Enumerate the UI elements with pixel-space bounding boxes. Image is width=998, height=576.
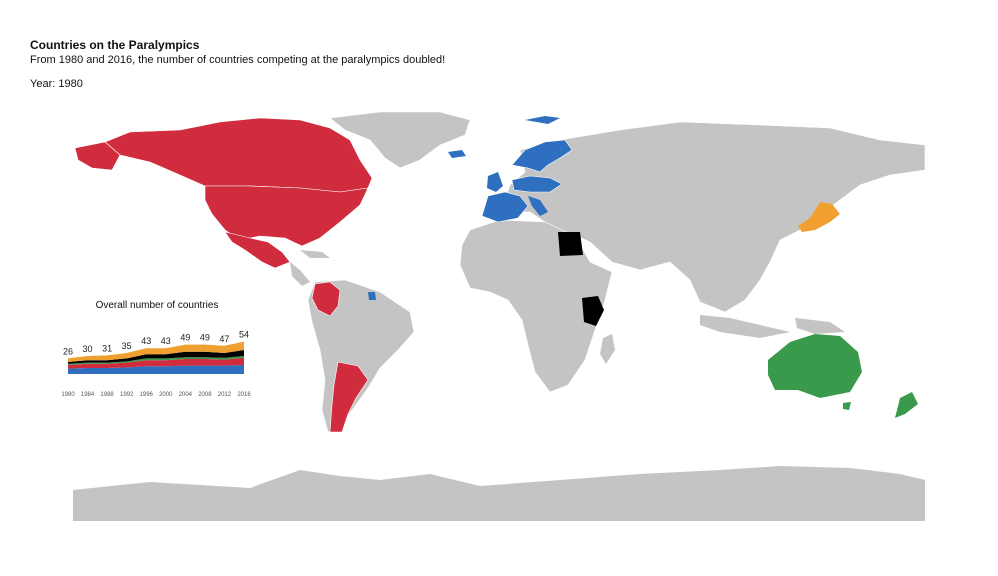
new-zealand bbox=[895, 392, 918, 418]
chart-title: Countries on the Paralympics bbox=[30, 38, 200, 52]
total-label: 43 bbox=[141, 336, 151, 346]
new-guinea bbox=[795, 318, 845, 334]
total-label: 30 bbox=[83, 344, 93, 354]
year-label: Year: 1980 bbox=[30, 78, 83, 90]
great-britain bbox=[487, 172, 503, 192]
inset-chart-title: Overall number of countries bbox=[95, 300, 219, 311]
x-tick-label: 2012 bbox=[218, 392, 232, 398]
x-tick-label: 2000 bbox=[159, 392, 173, 398]
total-label: 54 bbox=[239, 330, 249, 340]
countries-stacked-area-chart: 26 30 31 35 43 43 49 49 47 54 1980 1984 1988 1992 1996… bbox=[61, 330, 251, 398]
total-label: 49 bbox=[200, 333, 210, 343]
australia bbox=[768, 334, 862, 398]
x-tick-label: 2004 bbox=[179, 392, 193, 398]
italy bbox=[528, 196, 548, 216]
france-spain bbox=[481, 191, 529, 223]
suriname bbox=[368, 292, 376, 300]
iceland bbox=[448, 150, 466, 158]
total-label: 31 bbox=[102, 343, 112, 353]
colombia bbox=[311, 281, 341, 317]
x-tick-label: 2016 bbox=[237, 392, 251, 398]
indonesia bbox=[700, 315, 790, 338]
x-tick-label: 1984 bbox=[81, 392, 95, 398]
kenya bbox=[582, 296, 604, 326]
x-tick-label: 1992 bbox=[120, 392, 134, 398]
total-label: 49 bbox=[180, 333, 190, 343]
japan bbox=[798, 202, 840, 232]
x-tick-label: 1980 bbox=[61, 392, 75, 398]
mexico bbox=[224, 231, 291, 269]
greenland bbox=[329, 111, 471, 169]
total-label: 43 bbox=[161, 336, 171, 346]
total-label: 47 bbox=[219, 334, 229, 344]
antarctica bbox=[73, 466, 925, 521]
area-series-1 bbox=[68, 357, 244, 369]
alaska bbox=[74, 141, 121, 171]
argentina bbox=[329, 361, 369, 433]
madagascar bbox=[600, 334, 615, 364]
area-series-4 bbox=[68, 341, 244, 362]
area-series-0 bbox=[68, 365, 244, 374]
egypt bbox=[558, 232, 583, 256]
eurasia bbox=[504, 121, 926, 313]
central-america bbox=[290, 262, 310, 286]
chart-subtitle: From 1980 and 2016, the number of countr… bbox=[30, 54, 446, 66]
x-tick-label: 1996 bbox=[140, 392, 154, 398]
total-label: 35 bbox=[122, 341, 132, 351]
area-series-2 bbox=[68, 356, 244, 365]
total-label: 26 bbox=[63, 346, 73, 356]
usa bbox=[204, 185, 369, 247]
svalbard bbox=[525, 116, 560, 124]
scandinavia bbox=[511, 139, 573, 173]
x-tick-label: 2008 bbox=[198, 392, 212, 398]
canada bbox=[104, 117, 373, 193]
tasmania bbox=[843, 402, 851, 410]
caribbean bbox=[300, 250, 330, 258]
germany-poland bbox=[511, 175, 563, 193]
area-series-3 bbox=[68, 350, 244, 364]
x-tick-label: 1988 bbox=[100, 392, 114, 398]
